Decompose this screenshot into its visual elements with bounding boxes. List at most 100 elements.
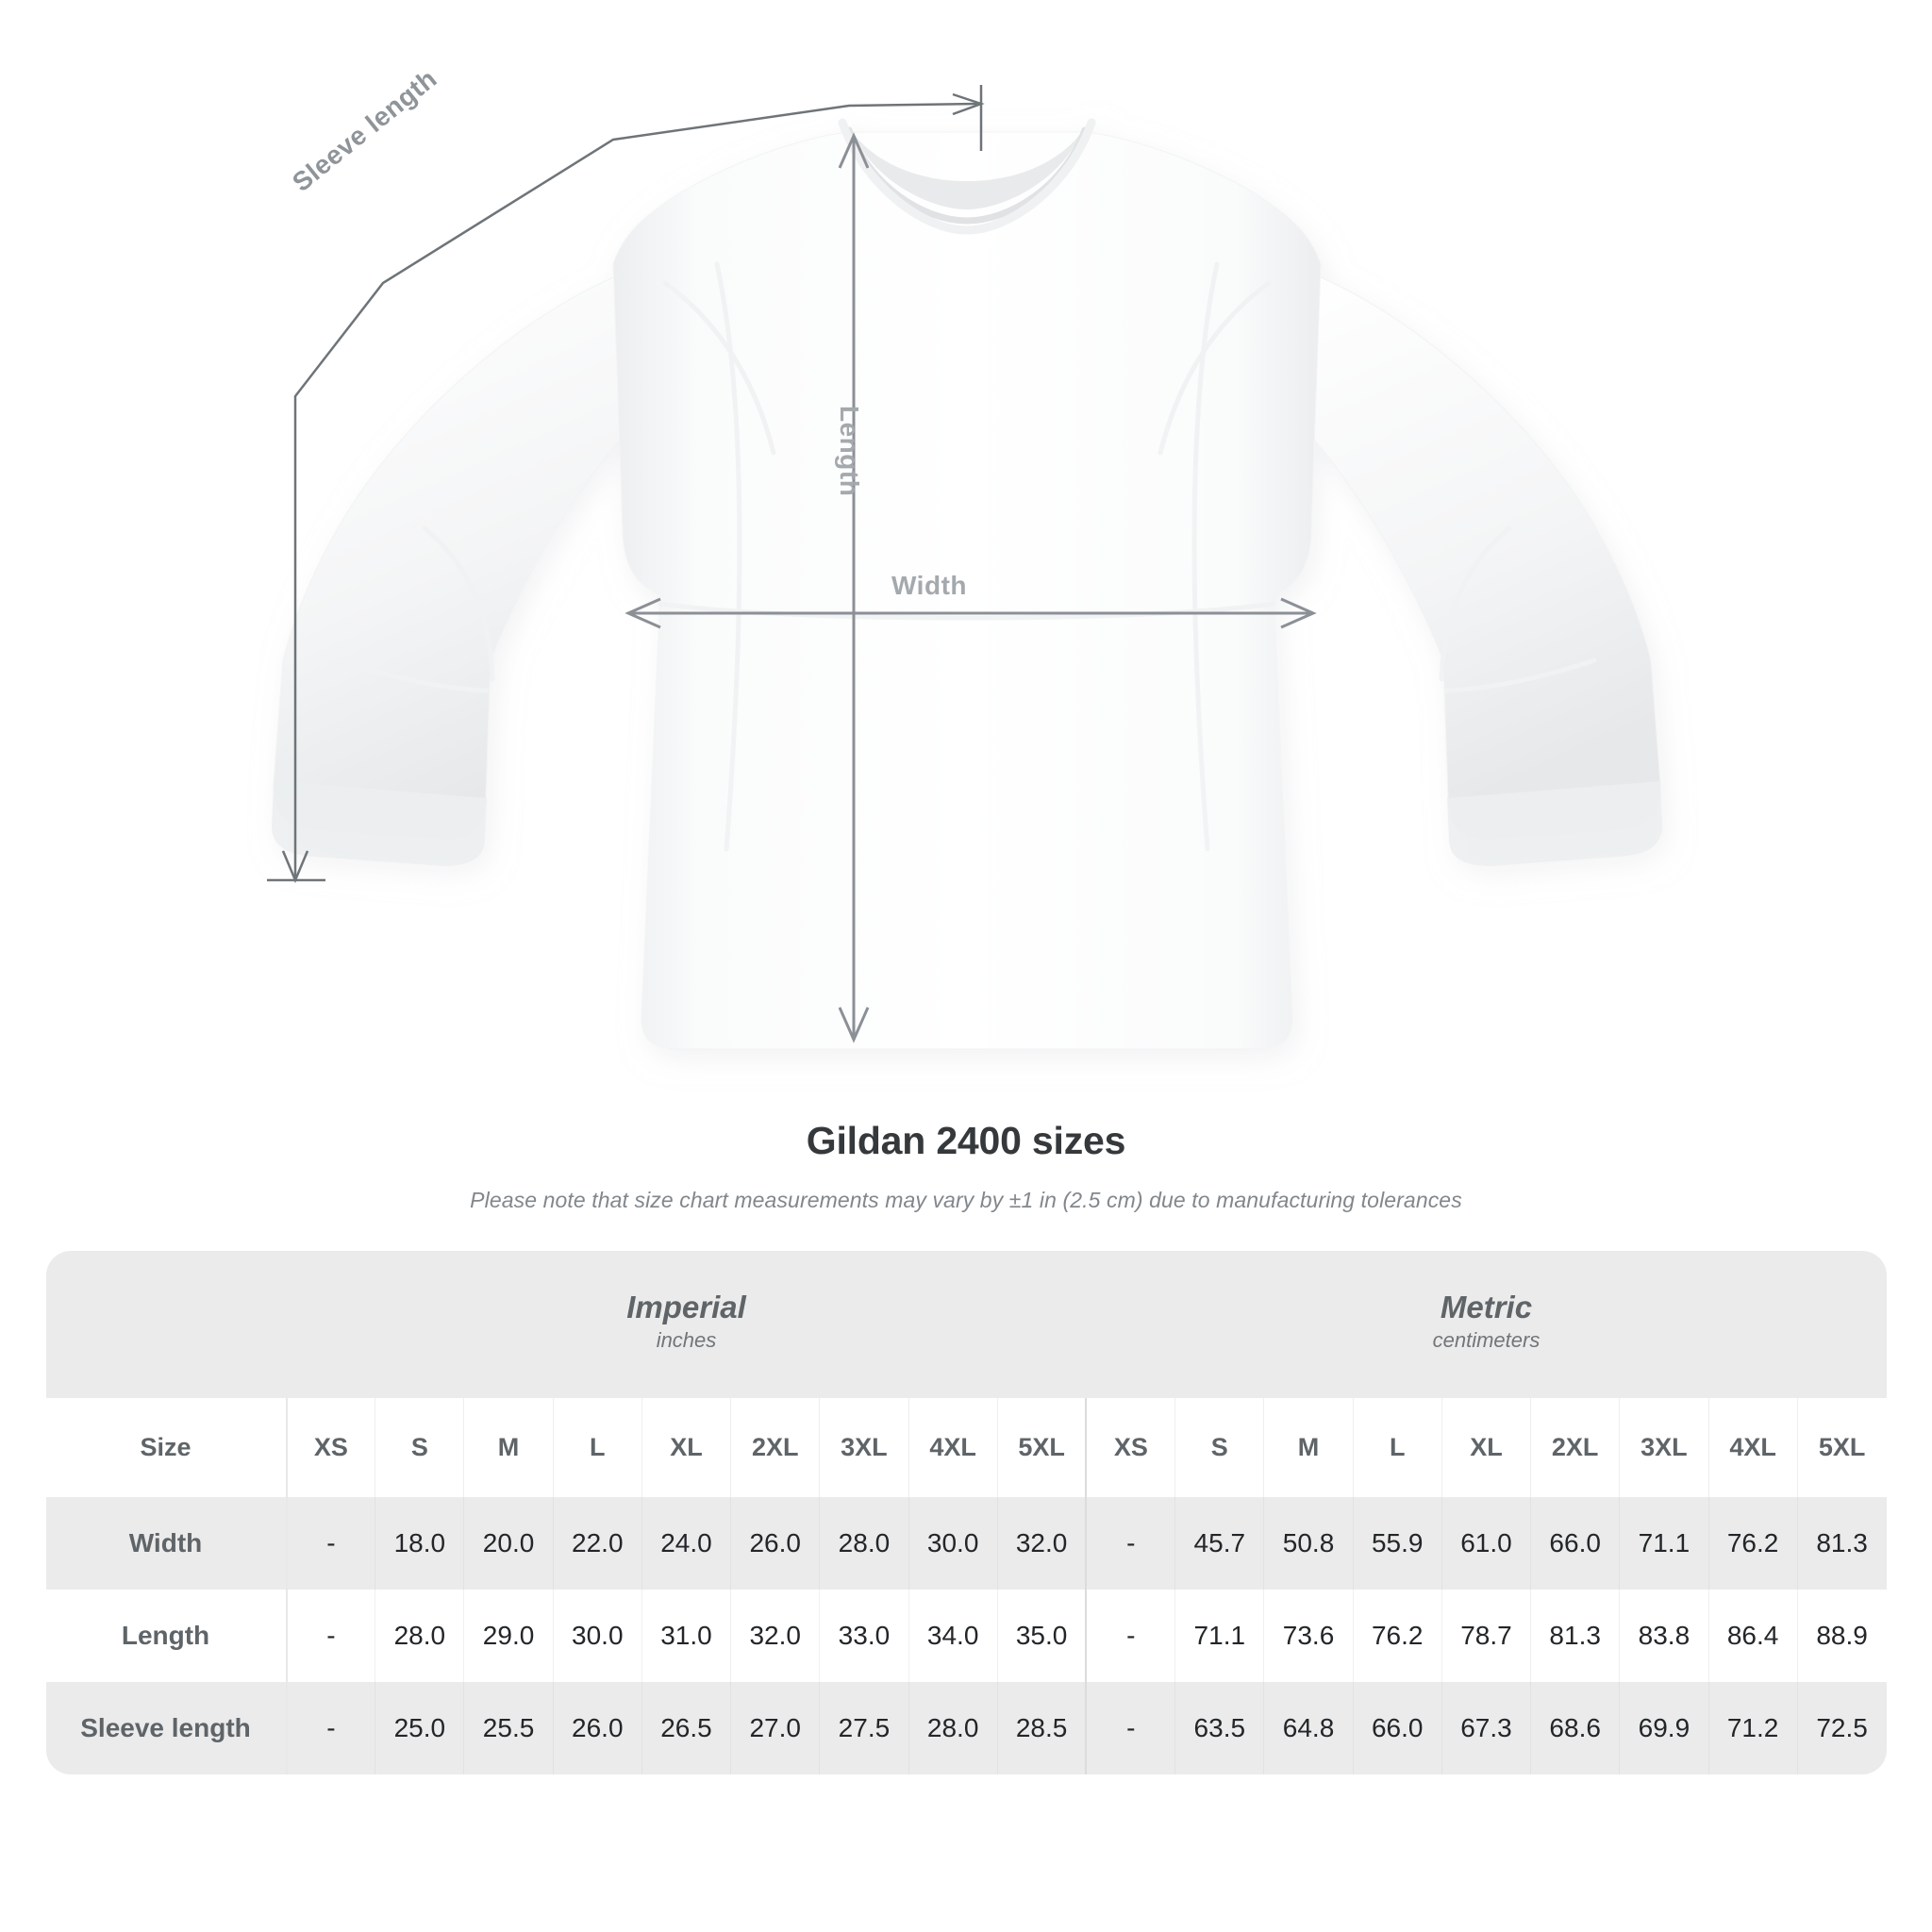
size-header-imperial-m: M — [463, 1398, 554, 1497]
cell-width-imperial-3xl: 28.0 — [819, 1497, 909, 1590]
size-header-imperial-xl: XL — [641, 1398, 731, 1497]
row-label-sleeve-length: Sleeve length — [45, 1682, 287, 1774]
size-header-row: Size XS S M L XL 2XL 3XL 4XL 5XL XS S M L XL 2XL 3XL 4XL 5… — [45, 1398, 1887, 1497]
unit-group-metric: Metric centimeters — [1086, 1251, 1887, 1398]
cell-sleeve-length-metric-3xl: 69.9 — [1619, 1682, 1708, 1774]
cell-length-imperial-s: 28.0 — [375, 1590, 464, 1682]
unit-group-imperial: Imperial inches — [286, 1251, 1087, 1398]
cell-sleeve-length-imperial-5xl: 28.5 — [996, 1682, 1087, 1774]
cell-sleeve-length-imperial-xl: 26.5 — [641, 1682, 731, 1774]
unit-header-row: Imperial inches Metric centimeters — [45, 1251, 1887, 1398]
cell-sleeve-length-metric-s: 63.5 — [1174, 1682, 1264, 1774]
cell-length-imperial-2xl: 32.0 — [730, 1590, 820, 1682]
cell-width-imperial-4xl: 30.0 — [908, 1497, 998, 1590]
table-row: Length -28.0 29.0 30.0 31.0 32.0 33.0 34.0 35.0-… — [45, 1590, 1887, 1682]
cell-sleeve-length-imperial-l: 26.0 — [552, 1682, 642, 1774]
cell-sleeve-length-imperial-4xl: 28.0 — [908, 1682, 998, 1774]
size-header-metric-m: M — [1263, 1398, 1354, 1497]
chart-heading: Gildan 2400 sizes Please note that size … — [0, 1119, 1932, 1213]
cell-length-metric-xs: - — [1085, 1590, 1175, 1682]
page-subtitle: Please note that size chart measurements… — [470, 1188, 1462, 1212]
width-measure-line — [625, 597, 1317, 629]
size-header-metric-5xl: 5XL — [1796, 1398, 1887, 1497]
cell-width-imperial-2xl: 26.0 — [730, 1497, 820, 1590]
cell-length-metric-m: 73.6 — [1263, 1590, 1354, 1682]
size-header-metric-l: L — [1352, 1398, 1442, 1497]
cell-width-metric-m: 50.8 — [1263, 1497, 1354, 1590]
unit-group-sub: inches — [656, 1328, 717, 1353]
cell-length-imperial-xl: 31.0 — [641, 1590, 731, 1682]
unit-group-name: Imperial — [626, 1289, 746, 1324]
size-header-metric-4xl: 4XL — [1707, 1398, 1798, 1497]
cell-sleeve-length-imperial-xs: - — [285, 1682, 375, 1774]
cell-sleeve-length-imperial-m: 25.5 — [463, 1682, 554, 1774]
cell-sleeve-length-imperial-3xl: 27.5 — [819, 1682, 909, 1774]
cell-width-metric-2xl: 66.0 — [1530, 1497, 1620, 1590]
garment-diagram: Sleeve length Length Width — [267, 63, 1662, 1050]
cell-width-metric-5xl: 81.3 — [1796, 1497, 1887, 1590]
cell-length-imperial-5xl: 35.0 — [996, 1590, 1087, 1682]
cell-sleeve-length-imperial-s: 25.0 — [375, 1682, 464, 1774]
cell-width-metric-4xl: 76.2 — [1707, 1497, 1798, 1590]
cell-length-metric-xl: 78.7 — [1441, 1590, 1531, 1682]
cell-width-metric-l: 55.9 — [1352, 1497, 1442, 1590]
cell-length-imperial-l: 30.0 — [552, 1590, 642, 1682]
width-label: Width — [891, 571, 967, 600]
size-header-metric-s: S — [1174, 1398, 1264, 1497]
table-row: Width -18.0 20.0 22.0 24.0 26.0 28.0 30.0 32.0-4… — [45, 1497, 1887, 1590]
size-header-imperial-4xl: 4XL — [908, 1398, 998, 1497]
cell-length-imperial-m: 29.0 — [463, 1590, 554, 1682]
cell-width-metric-s: 45.7 — [1174, 1497, 1264, 1590]
size-header-metric-xs: XS — [1085, 1398, 1175, 1497]
cell-length-imperial-4xl: 34.0 — [908, 1590, 998, 1682]
size-header-imperial-l: L — [552, 1398, 642, 1497]
table-row: Sleeve length -25.0 25.5 26.0 26.5 27.0 27.5 28… — [45, 1682, 1887, 1774]
cell-width-imperial-xs: - — [285, 1497, 375, 1590]
cell-sleeve-length-metric-4xl: 71.2 — [1707, 1682, 1798, 1774]
unit-header-spacer — [45, 1251, 287, 1398]
cell-sleeve-length-imperial-2xl: 27.0 — [730, 1682, 820, 1774]
cell-length-metric-s: 71.1 — [1174, 1590, 1264, 1682]
cell-width-imperial-xl: 24.0 — [641, 1497, 731, 1590]
sleeve-length-measure-line — [267, 85, 985, 884]
cell-sleeve-length-metric-m: 64.8 — [1263, 1682, 1354, 1774]
cell-length-imperial-xs: - — [285, 1590, 375, 1682]
cell-width-imperial-m: 20.0 — [463, 1497, 554, 1590]
cell-width-metric-xs: - — [1085, 1497, 1175, 1590]
cell-sleeve-length-metric-5xl: 72.5 — [1796, 1682, 1887, 1774]
shirt-shape — [272, 118, 1662, 1050]
cell-sleeve-length-metric-2xl: 68.6 — [1530, 1682, 1620, 1774]
size-header-imperial-2xl: 2XL — [730, 1398, 820, 1497]
cell-length-metric-2xl: 81.3 — [1530, 1590, 1620, 1682]
cell-length-metric-l: 76.2 — [1352, 1590, 1442, 1682]
size-header-metric-2xl: 2XL — [1530, 1398, 1620, 1497]
unit-group-name: Metric — [1440, 1289, 1533, 1324]
garment-illustration — [267, 85, 1662, 1050]
cell-length-metric-4xl: 86.4 — [1707, 1590, 1798, 1682]
cell-length-metric-5xl: 88.9 — [1796, 1590, 1887, 1682]
page-title: Gildan 2400 sizes — [806, 1119, 1126, 1162]
length-label: Length — [835, 406, 864, 497]
row-label-width: Width — [45, 1497, 287, 1590]
cell-length-metric-3xl: 83.8 — [1619, 1590, 1708, 1682]
unit-group-sub: centimeters — [1432, 1328, 1541, 1353]
size-header-imperial-s: S — [375, 1398, 464, 1497]
cell-width-metric-3xl: 71.1 — [1619, 1497, 1708, 1590]
row-label-length: Length — [45, 1590, 287, 1682]
size-chart-table-wrapper: Imperial inches Metric centimeters Size XS S M L… — [45, 1251, 1887, 1774]
size-header-imperial-xs: XS — [285, 1398, 375, 1497]
cell-sleeve-length-metric-xs: - — [1085, 1682, 1175, 1774]
size-chart-table: Imperial inches Metric centimeters Size XS S M L… — [45, 1251, 1887, 1774]
size-header-imperial-5xl: 5XL — [996, 1398, 1087, 1497]
cell-width-imperial-s: 18.0 — [375, 1497, 464, 1590]
size-column-header: Size — [45, 1398, 287, 1497]
size-header-metric-xl: XL — [1441, 1398, 1531, 1497]
cell-width-imperial-5xl: 32.0 — [996, 1497, 1087, 1590]
cell-sleeve-length-metric-l: 66.0 — [1352, 1682, 1442, 1774]
cell-width-imperial-l: 22.0 — [552, 1497, 642, 1590]
size-header-metric-3xl: 3XL — [1619, 1398, 1708, 1497]
cell-width-metric-xl: 61.0 — [1441, 1497, 1531, 1590]
cell-sleeve-length-metric-xl: 67.3 — [1441, 1682, 1531, 1774]
cell-length-imperial-3xl: 33.0 — [819, 1590, 909, 1682]
length-measure-line — [838, 132, 870, 1043]
